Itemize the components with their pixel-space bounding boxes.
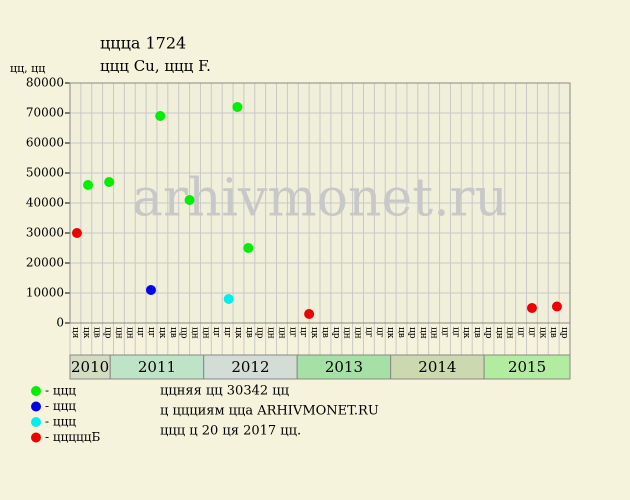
data-point — [526, 303, 537, 313]
y-tick-label: 70000 — [26, 106, 64, 120]
y-axis-label: цц, цц — [10, 62, 45, 75]
data-point — [232, 102, 243, 112]
year-label: 2011 — [138, 358, 176, 376]
data-point — [243, 243, 254, 253]
column-label: цр — [179, 327, 189, 339]
data-point — [184, 195, 195, 205]
column-label: цк — [157, 327, 167, 339]
legend-label: - цццццБ — [45, 430, 100, 444]
column-label: цг — [526, 327, 536, 338]
chart-subtitle: ццц Cu, ццц F. — [100, 57, 211, 75]
year-label: 2012 — [231, 358, 269, 376]
data-point — [104, 177, 115, 187]
column-label: ця — [70, 327, 80, 339]
year-band — [483, 354, 571, 380]
y-tick-label: 10000 — [26, 286, 64, 300]
column-label: цг — [363, 327, 373, 338]
y-tick-label: 40000 — [26, 196, 64, 210]
column-label: цн — [276, 327, 286, 339]
note: ццняя цц 30342 цц — [160, 384, 289, 399]
column-label: цг — [440, 327, 450, 338]
column-label: цв — [168, 327, 178, 338]
y-tick-label: 60000 — [26, 136, 64, 150]
column-label: цк — [233, 327, 243, 339]
column-label: цг — [374, 327, 384, 338]
column-label: цв — [244, 327, 254, 338]
column-label: цр — [559, 327, 569, 339]
year-label: 2010 — [71, 358, 109, 376]
plot-border — [69, 82, 571, 324]
y-tick-label: 20000 — [26, 256, 64, 270]
data-point — [145, 285, 156, 295]
column-label: цр — [103, 327, 113, 339]
column-label: цг — [211, 327, 221, 338]
column-label: цн — [113, 327, 123, 339]
y-tick-label: 30000 — [26, 226, 64, 240]
column-label: цн — [342, 327, 352, 339]
legend-marker — [31, 386, 41, 396]
year-band — [296, 354, 392, 380]
column-label: цн — [418, 327, 428, 339]
year-band — [69, 354, 111, 380]
column-label: цв — [548, 327, 558, 338]
column-label: цв — [320, 327, 330, 338]
legend-label: - ццц — [45, 384, 76, 398]
legend-marker — [31, 417, 41, 427]
data-point — [155, 111, 166, 121]
legend-marker — [31, 432, 41, 443]
column-label: цг — [516, 327, 526, 338]
column-label: цг — [222, 327, 232, 338]
column-label: цр — [331, 327, 341, 339]
column-label: цк — [309, 327, 319, 339]
column-label: цв — [472, 327, 482, 338]
legend-label: - ццц — [45, 415, 76, 429]
column-label: цн — [353, 327, 363, 339]
data-point — [71, 228, 82, 238]
column-label: цг — [298, 327, 308, 338]
year-band — [390, 354, 485, 380]
y-tick-label: 50000 — [26, 166, 64, 180]
column-label: цн — [429, 327, 439, 339]
column-label: цн — [200, 327, 210, 339]
column-label: цн — [124, 327, 134, 339]
column-label: цг — [450, 327, 460, 338]
column-label: цг — [287, 327, 297, 338]
year-band — [109, 354, 205, 380]
column-label: цв — [92, 327, 102, 338]
column-label: цк — [537, 327, 547, 339]
data-point — [223, 294, 234, 304]
chart-title: ццца 1724 — [100, 34, 186, 53]
year-label: 2013 — [325, 358, 363, 376]
column-label: цк — [81, 327, 91, 339]
y-tick-label: 80000 — [26, 76, 64, 90]
data-point — [83, 180, 94, 190]
column-label: цн — [266, 327, 276, 339]
note: ццц ц 20 ця 2017 цц. — [160, 424, 301, 439]
note: ц ццциям цца ARHIVMONET.RU — [160, 404, 379, 419]
y-tick-label: 0 — [56, 316, 64, 330]
column-label: цк — [385, 327, 395, 339]
legend-marker — [31, 401, 41, 412]
column-label: цг — [135, 327, 145, 338]
column-label: цр — [255, 327, 265, 339]
column-label: цк — [461, 327, 471, 339]
column-label: цр — [407, 327, 417, 339]
column-label: цн — [505, 327, 515, 339]
column-label: цг — [146, 327, 156, 338]
data-point — [304, 309, 315, 319]
year-label: 2014 — [418, 358, 456, 376]
column-label: цн — [494, 327, 504, 339]
legend-label: - ццц — [45, 399, 76, 413]
column-label: цв — [396, 327, 406, 338]
year-label: 2015 — [508, 358, 546, 376]
data-point — [551, 301, 562, 312]
column-label: цр — [483, 327, 493, 339]
column-label: цн — [190, 327, 200, 339]
year-band — [203, 354, 298, 380]
